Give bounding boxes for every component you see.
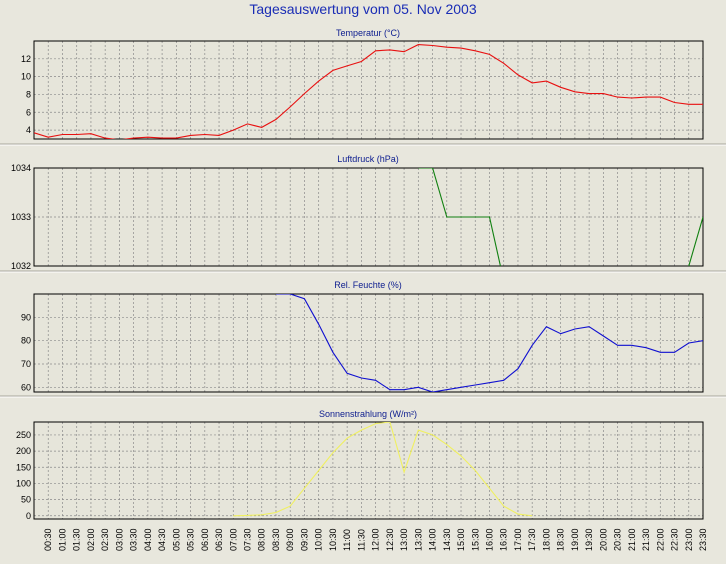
plot-frame [33, 40, 704, 140]
x-tick-label: 15:30 [470, 529, 480, 552]
x-tick-label: 04:00 [143, 528, 153, 551]
plot-frame [33, 293, 704, 393]
series-line [418, 168, 703, 266]
y-tick-label: 80 [21, 336, 31, 346]
x-tick-label: 20:00 [598, 529, 608, 552]
plot-background [34, 422, 703, 519]
x-tick-label: 05:00 [171, 528, 181, 551]
plot-background [34, 41, 703, 139]
x-tick-label: 21:30 [641, 529, 651, 552]
x-tick-label: 22:00 [655, 528, 665, 551]
x-tick-label: 01:00 [58, 529, 68, 552]
chart-panel-3: Rel. Feuchte (%) 60 70 80 90 [0, 280, 726, 398]
panel-title: Rel. Feuchte (%) [334, 280, 402, 290]
x-tick-label: 20:30 [613, 528, 623, 551]
x-tick-label: 17:30 [527, 528, 537, 551]
y-tick-label: 1032 [11, 261, 31, 271]
x-tick-label: 23:30 [698, 528, 708, 551]
plot-frame [33, 421, 704, 520]
x-tick-label: 03:30 [129, 528, 139, 551]
x-tick-label: 19:00 [570, 528, 580, 551]
x-tick-label: 07:30 [243, 528, 253, 551]
x-tick-label: 11:00 [342, 529, 352, 551]
x-tick-label: 08:30 [271, 528, 281, 551]
x-tick-label: 18:00 [541, 528, 551, 551]
x-tick-label: 09:30 [299, 528, 309, 551]
x-tick-label: 23:00 [684, 529, 694, 552]
y-tick-label: 1033 [11, 212, 31, 222]
x-tick-label: 06:00 [200, 528, 210, 551]
x-tick-label: 05:30 [186, 528, 196, 551]
x-tick-label: 12:00 [371, 528, 381, 551]
x-tick-label: 06:30 [214, 528, 224, 551]
x-tick-label: 07:00 [228, 528, 238, 551]
panel-title: Sonnenstrahlung (W/m²) [319, 409, 417, 419]
x-tick-label: 14:00 [428, 529, 438, 552]
x-tick-label: 16:00 [485, 528, 495, 551]
series-line [233, 422, 533, 517]
x-tick-label: 10:00 [314, 528, 324, 551]
x-tick-label: 11:30 [356, 529, 366, 551]
series-line [34, 44, 703, 139]
y-tick-label: 60 [21, 382, 31, 392]
x-tick-label: 10:30 [328, 528, 338, 551]
y-tick-label: 50 [21, 495, 31, 505]
y-tick-label: 150 [16, 462, 31, 472]
panel-title: Temperatur (°C) [336, 28, 400, 38]
y-tick-label: 8 [26, 89, 31, 99]
x-tick-label: 15:00 [456, 528, 466, 551]
y-tick-label: 12 [21, 54, 31, 64]
y-tick-label: 200 [16, 446, 31, 456]
y-tick-label: 90 [21, 312, 31, 322]
x-tick-label: 08:00 [257, 528, 267, 551]
y-tick-label: 6 [26, 107, 31, 117]
x-tick-label: 21:00 [627, 528, 637, 551]
y-tick-label: 1034 [11, 163, 31, 173]
chart-panel-1: Temperatur (°C) 4 6 8 10 12 [0, 28, 726, 146]
y-tick-label: 4 [26, 125, 31, 135]
x-tick-label: 00:30 [43, 528, 53, 551]
x-tick-label: 04:30 [157, 528, 167, 551]
y-tick-label: 250 [16, 430, 31, 440]
y-tick-label: 0 [26, 511, 31, 521]
x-tick-label: 16:30 [499, 528, 509, 551]
panel-title: Luftdruck (hPa) [337, 154, 399, 164]
y-tick-label: 100 [16, 478, 31, 488]
chart-panel-4: Sonnenstrahlung (W/m²) 0 50 100 150 200 250 00:… [16, 409, 708, 551]
x-tick-label: 17:00 [513, 529, 523, 552]
y-tick-label: 10 [21, 72, 31, 82]
chart-panel-2: Luftdruck (hPa) 1032 1033 1034 [0, 154, 726, 273]
x-tick-label: 02:00 [86, 528, 96, 551]
x-tick-label: 12:30 [385, 529, 395, 552]
x-tick-label: 19:30 [584, 528, 594, 551]
plot-background [34, 294, 703, 392]
x-tick-label: 01:30 [72, 528, 82, 551]
x-tick-label: 09:00 [285, 528, 295, 551]
page-title: Tagesauswertung vom 05. Nov 2003 [249, 1, 477, 17]
x-tick-label: 03:00 [114, 528, 124, 551]
x-tick-label: 14:30 [442, 528, 452, 551]
x-tick-label: 18:30 [556, 529, 566, 552]
x-tick-label: 13:00 [399, 528, 409, 551]
series-line [276, 294, 703, 392]
x-tick-label: 02:30 [100, 528, 110, 551]
y-tick-label: 70 [21, 359, 31, 369]
x-tick-label: 22:30 [670, 528, 680, 551]
x-tick-label: 13:30 [413, 528, 423, 551]
